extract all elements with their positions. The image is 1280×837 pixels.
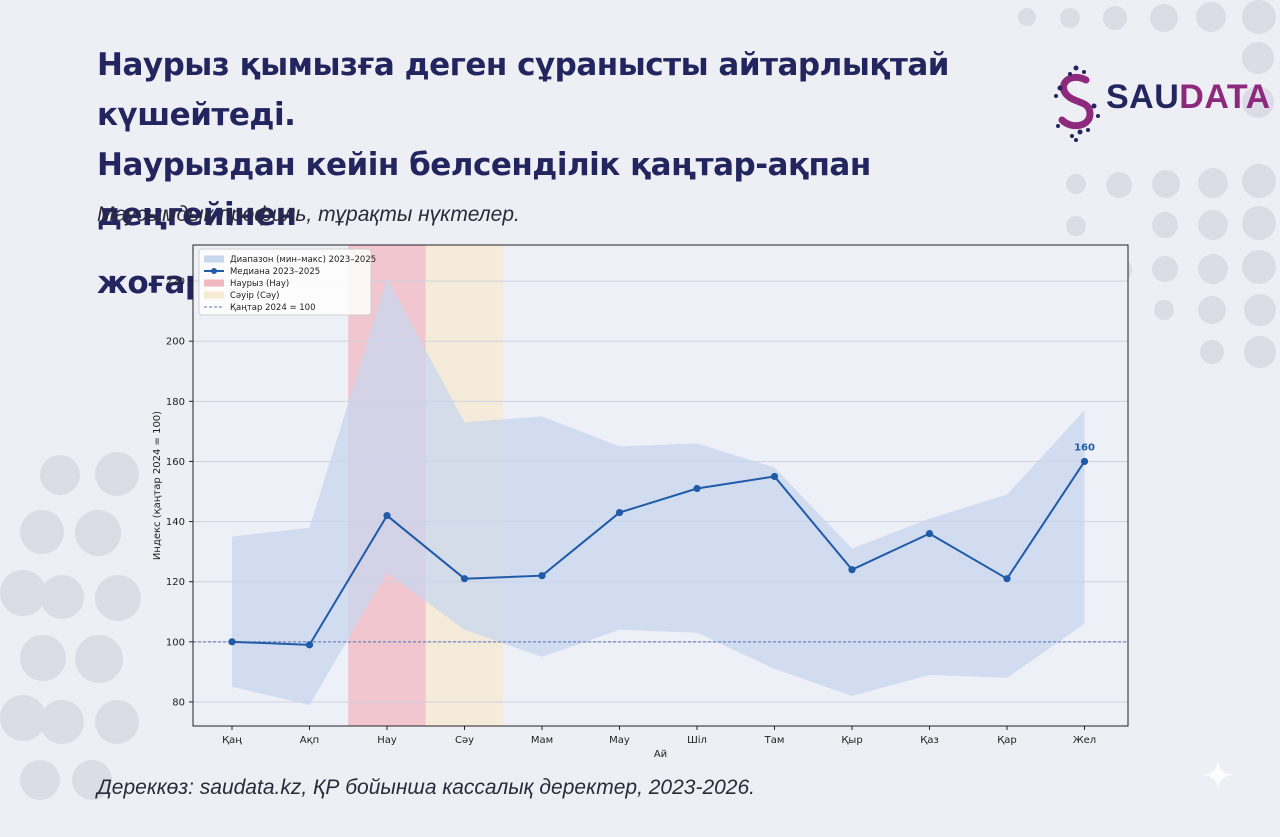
saudata-logo: SAUDATA (1050, 62, 1270, 142)
y-axis-label: Индекс (қаңтар 2024 = 100) (152, 411, 163, 560)
median-point-9 (925, 530, 934, 538)
chart-legend: Диапазон (мин–макс) 2023–2025 Медиана 202… (198, 248, 376, 316)
median-point-1 (305, 641, 314, 649)
legend-label-1: Медиана 2023–2025 (230, 267, 320, 277)
median-point-11 (1080, 457, 1089, 466)
x-tick-label: Там (764, 735, 785, 746)
x-tick-label: Жел (1073, 735, 1096, 746)
logo-text-data: DATA (1179, 78, 1271, 116)
y-tick-label: 160 (166, 457, 185, 468)
y-tick-label: 180 (166, 397, 185, 408)
x-tick-label: Қаң (222, 735, 242, 746)
median-point-7 (770, 472, 779, 481)
y-tick-label: 80 (172, 697, 185, 708)
title-line-2: Наурыздан кейін белсенділік қаңтар-ақпан… (97, 147, 871, 233)
legend-label-4: Қаңтар 2024 = 100 (230, 303, 316, 313)
median-point-8 (848, 566, 856, 574)
x-tick-label: Сәу (455, 735, 474, 746)
median-point-2 (383, 511, 391, 520)
legend-swatch-marker (211, 268, 217, 274)
y-tick-label: 220 (166, 277, 185, 288)
seasonal-profile-chart: 160 80 100 120 140 160 180 200 220 Қаң Ақп Нау Сәу… (152, 244, 1129, 760)
median-series-line (231, 460, 1086, 646)
x-axis-label: Ай (654, 749, 667, 760)
legend-label-2: Наурыз (Нау) (230, 279, 289, 289)
title-line-1: Наурыз қымызға деген сұранысты айтарлықт… (97, 47, 950, 133)
median-point-4 (538, 572, 546, 580)
x-tick-label: Мам (531, 735, 553, 746)
x-tick-label: Қар (997, 735, 1017, 746)
median-point-10 (1003, 575, 1011, 583)
y-tick-label: 100 (166, 637, 185, 648)
plot-frame (192, 244, 1129, 727)
x-tick-label: Ақп (300, 735, 319, 746)
legend-label-0: Диапазон (мин–макс) 2023–2025 (230, 255, 376, 265)
legend-swatch-3 (204, 291, 224, 299)
x-tick-label: Мау (609, 735, 630, 746)
dollar-dots-logo-icon (1054, 65, 1100, 142)
x-tick-label: Шіл (687, 734, 707, 746)
y-tick-label: 140 (166, 517, 185, 528)
data-source-note: Дереккөз: saudata.kz, ҚР бойынша кассалы… (97, 776, 756, 799)
chart-subtitle: Маусымдық профиль, тұрақты нүктелер. (97, 203, 520, 226)
logo-text: SAUDATA (1106, 78, 1271, 117)
median-point-0 (228, 638, 236, 646)
legend-swatch-2 (204, 279, 224, 287)
sparkle-icon (1202, 759, 1234, 791)
x-tick-label: Нау (377, 735, 397, 746)
y-tick-label: 120 (166, 577, 185, 588)
logo-text-sau: SAU (1106, 78, 1180, 116)
range-band (232, 278, 1085, 705)
median-point-3 (460, 575, 469, 583)
annotation-dec-value: 160 (1074, 442, 1095, 453)
legend-label-3: Сәуір (Сәу) (230, 291, 279, 301)
x-tick-label: Қыр (841, 735, 862, 746)
median-point-6 (693, 484, 701, 493)
x-tick-label: Қаз (920, 735, 939, 746)
y-tick-label: 200 (166, 337, 185, 348)
legend-box (198, 248, 372, 316)
median-point-5 (615, 508, 624, 517)
legend-swatch-0 (204, 255, 224, 263)
